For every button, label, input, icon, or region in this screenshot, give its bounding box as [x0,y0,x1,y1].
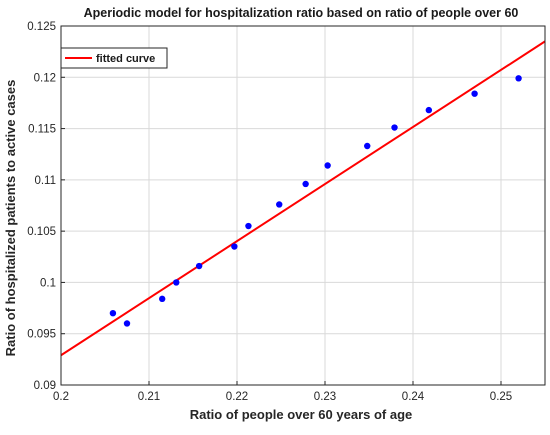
plot-area [60,40,546,357]
data-point [195,262,203,270]
data-point [324,162,331,169]
data-point [109,310,117,317]
data-point [302,180,309,188]
x-tick-label: 0.22 [226,391,248,403]
x-tick-label: 0.25 [490,391,512,403]
axis-ticks: 0.2 0.21 0.22 0.23 0.24 0.25 0.09 0.095 0.1 0.105… [27,21,512,403]
x-axis-label: Ratio of people over 60 years of age [190,407,413,422]
data-point [173,279,180,286]
y-tick-label: 0.125 [27,21,56,33]
legend-box [60,47,168,69]
data-point [231,243,238,250]
data-point [123,320,131,327]
y-tick-label: 0.12 [34,72,56,84]
y-tick-label: 0.09 [34,380,56,392]
y-tick-label: 0.105 [27,226,56,238]
y-tick-label: 0.11 [34,175,56,187]
y-tick-label: 0.1 [40,277,56,289]
x-tick-label: 0.23 [314,391,336,403]
x-tick-label: 0.21 [138,391,160,403]
grid [60,25,545,386]
legend-entry-fitted-curve: fitted curve [96,53,155,65]
y-tick-label: 0.095 [27,329,56,341]
data-point [159,295,166,303]
data-point [425,106,433,114]
data-point [245,222,252,230]
data-point [391,124,398,131]
data-point [515,75,522,82]
fitted-curve-line [60,40,546,357]
data-point [276,201,283,208]
y-axis-label: Ratio of hospitalized patients to active… [3,80,18,357]
y-tick-label: 0.115 [28,124,56,136]
legend: fitted curve [60,47,168,69]
x-tick-label: 0.2 [53,391,69,403]
x-tick-label: 0.24 [402,391,425,403]
chart-title: Aperiodic model for hospitalization rati… [84,6,519,20]
axes-box [60,25,546,386]
data-point [364,142,371,150]
data-point [471,90,478,97]
